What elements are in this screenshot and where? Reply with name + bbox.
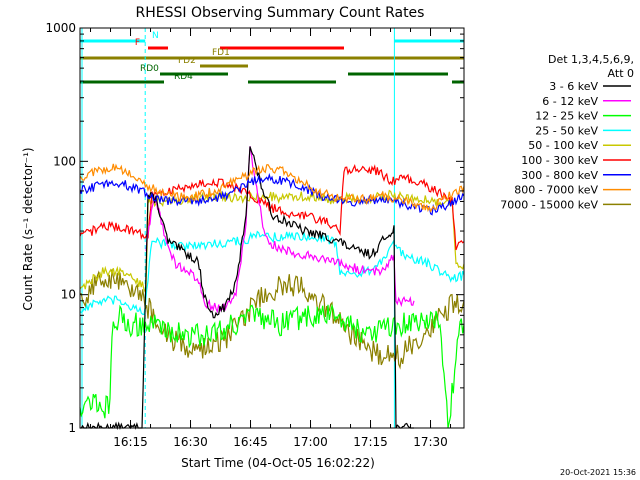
- legend: Det 1,3,4,5,6,9,Att 0 3 - 6 keV 6 - 12 keV…: [500, 53, 634, 211]
- series-lines: [79, 146, 465, 431]
- x-tick-label: 16:15: [113, 435, 148, 449]
- series-line-25-50-kev: [79, 230, 465, 316]
- series-line-12-25-kev: [79, 303, 465, 429]
- legend-entry-label: 100 - 300 keV: [521, 154, 598, 167]
- x-tick-label: 17:00: [293, 435, 328, 449]
- x-tick-label: 16:45: [233, 435, 268, 449]
- flag-rd0-label: RD0: [140, 64, 159, 74]
- x-tick-label: 17:15: [353, 435, 388, 449]
- legend-entry-label: 6 - 12 keV: [542, 95, 598, 108]
- series-line-50-100-kev: [79, 189, 465, 293]
- legend-header-line: Att 0: [608, 67, 634, 80]
- y-tick-label: 1: [68, 421, 76, 435]
- y-tick-label: 1000: [45, 21, 76, 35]
- x-tick-label: 17:30: [413, 435, 448, 449]
- observing-flags: N F FD1 FD2 RD0 RD4: [80, 31, 464, 84]
- y-axis-label: Count Rate (s⁻¹ detector⁻¹): [21, 147, 35, 310]
- plot-frame: [79, 27, 465, 429]
- series-line-3-6-kev: [80, 146, 414, 431]
- x-axis-label: Start Time (04-Oct-05 16:02:22): [181, 456, 375, 470]
- series-line-100-300-kev: [79, 163, 465, 251]
- flag-fd2-label: FD2: [178, 56, 196, 66]
- legend-header-line: Det 1,3,4,5,6,9,: [548, 53, 634, 66]
- legend-entry-label: 800 - 7000 keV: [514, 184, 598, 197]
- legend-entry-label: 12 - 25 keV: [535, 110, 598, 123]
- legend-entry-label: 50 - 100 keV: [528, 139, 598, 152]
- series-line-300-800-kev: [79, 172, 465, 216]
- x-tick-label: 16:30: [173, 435, 208, 449]
- flag-rd4-label: RD4: [174, 72, 193, 82]
- flag-f-label: F: [135, 38, 140, 48]
- legend-entry-label: 300 - 800 keV: [521, 169, 598, 182]
- legend-entry-label: 25 - 50 keV: [535, 124, 598, 137]
- footer-date: 20-Oct-2021 15:36: [560, 468, 636, 477]
- axes: 1 10 100 1000 16:15 16:30 16:45 17:00 17:15 17:30: [45, 21, 465, 449]
- series-line-800-7000-kev: [79, 163, 465, 213]
- chart-title: RHESSI Observing Summary Count Rates: [136, 5, 425, 21]
- flag-n-label: N: [152, 31, 159, 41]
- series-line-6-12-kev: [145, 146, 415, 314]
- legend-entry-label: 3 - 6 keV: [549, 80, 598, 93]
- series-line-7000-15000-kev: [79, 269, 465, 370]
- legend-entry-label: 7000 - 15000 keV: [500, 198, 598, 211]
- y-tick-label: 100: [53, 154, 76, 168]
- flag-fd1-label: FD1: [212, 48, 230, 58]
- y-tick-label: 10: [61, 288, 76, 302]
